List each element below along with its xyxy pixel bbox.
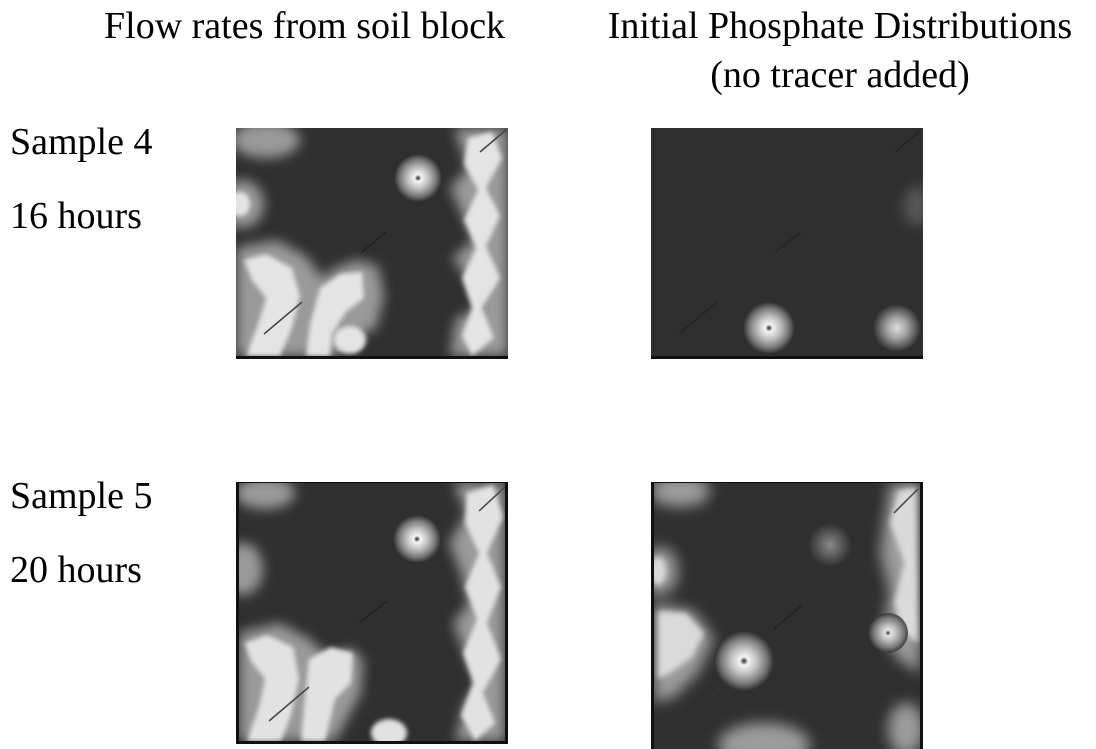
phosphate-image-sample-4 bbox=[651, 128, 923, 359]
column-title-phosphate-line2: (no tracer added) bbox=[710, 54, 970, 97]
row-label-sample-5: Sample 5 bbox=[10, 475, 153, 517]
flow-rates-image-sample-4 bbox=[236, 128, 508, 359]
row-label-sample-4: Sample 4 bbox=[10, 121, 153, 163]
column-title-phosphate-line1: Initial Phosphate Distributions bbox=[607, 5, 1073, 47]
column-title-phosphate: Initial Phosphate Distributions (no trac… bbox=[584, 2, 1096, 101]
flow-rates-image-sample-5 bbox=[236, 482, 508, 744]
phosphate-image-sample-5 bbox=[651, 482, 923, 749]
row-label-duration-20: 20 hours bbox=[10, 549, 142, 591]
column-title-flow-rates: Flow rates from soil block bbox=[104, 5, 506, 47]
row-label-duration-16: 16 hours bbox=[10, 195, 142, 237]
